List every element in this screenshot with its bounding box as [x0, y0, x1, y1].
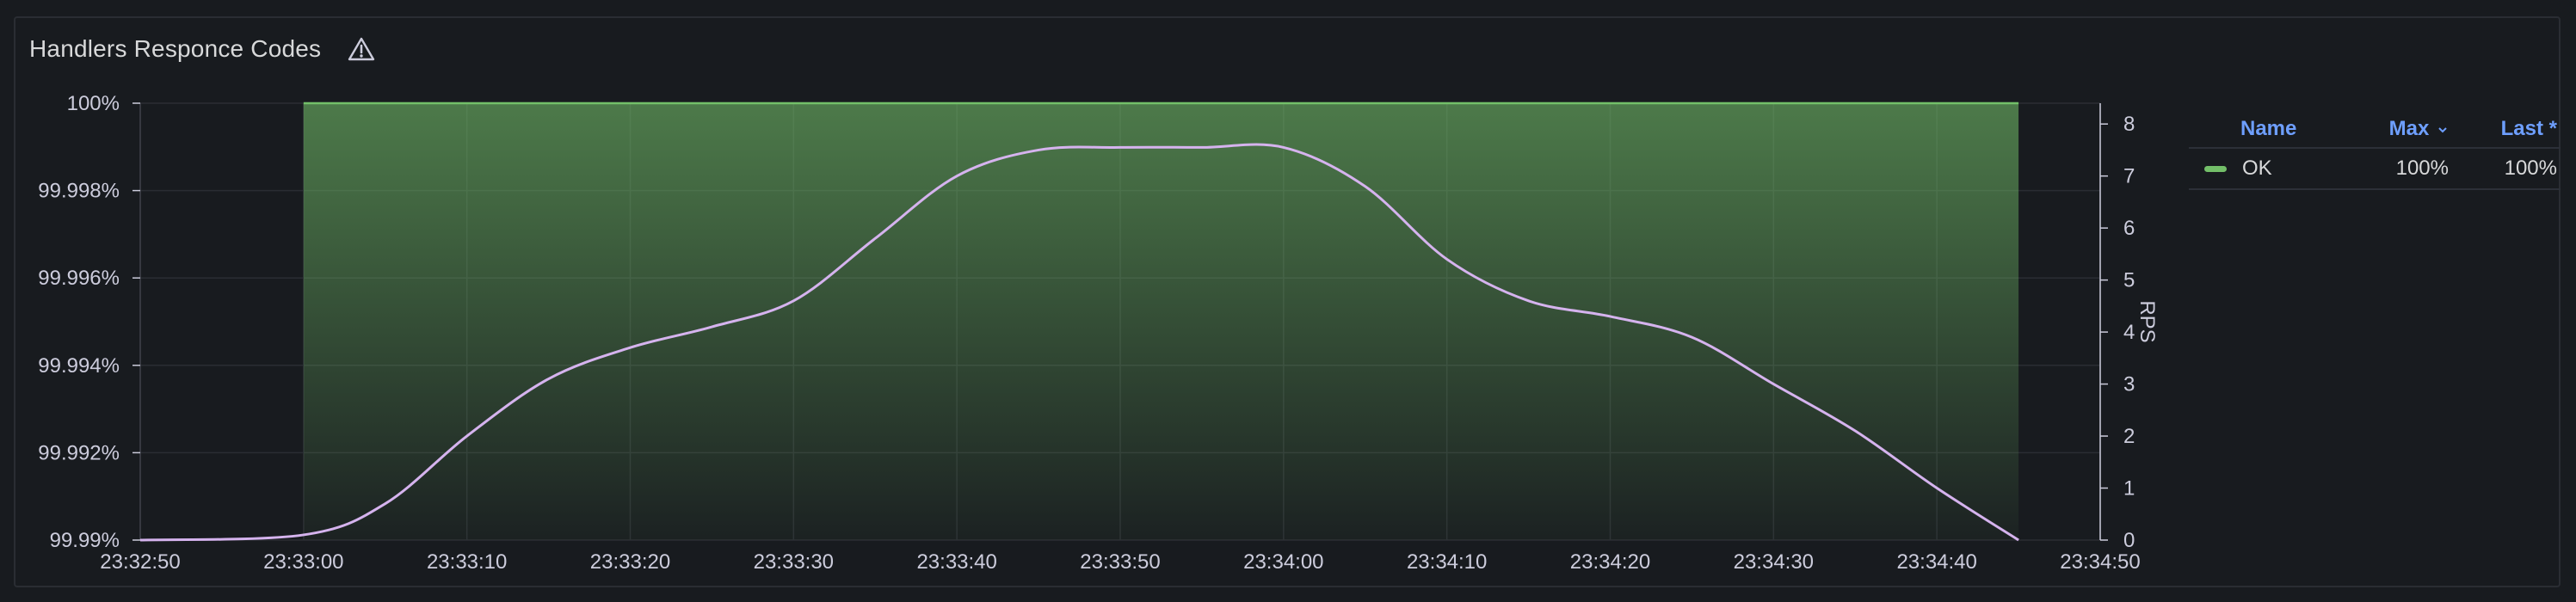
x-tick-label: 23:33:50: [1080, 550, 1160, 574]
legend-col-name[interactable]: Name: [2240, 117, 2297, 140]
y-left-tick-label: 99.992%: [38, 441, 120, 464]
warning-triangle-icon[interactable]: [347, 34, 376, 64]
y-right-tick-label: 5: [2123, 269, 2135, 292]
legend-series-last: 100%: [2504, 157, 2557, 180]
x-tick-label: 23:33:30: [754, 550, 834, 574]
x-tick-label: 23:34:30: [1734, 550, 1814, 574]
x-tick-label: 23:34:20: [1570, 550, 1650, 574]
x-tick-label: 23:33:20: [590, 550, 670, 574]
x-tick-label: 23:34:10: [1407, 550, 1487, 574]
x-tick-label: 23:33:40: [916, 550, 996, 574]
y-right-axis-label: RPS: [2135, 300, 2159, 342]
y-right-tick-label: 2: [2123, 425, 2135, 448]
y-left-tick-label: 99.998%: [38, 180, 120, 203]
x-tick-label: 23:33:00: [263, 550, 343, 574]
y-right-tick-label: 1: [2123, 477, 2135, 501]
panel-title[interactable]: Handlers Responce Codes: [29, 35, 322, 62]
y-right-tick-label: 0: [2123, 529, 2135, 552]
legend-table: Name Max Last * OK 100% 100%: [2189, 111, 2561, 190]
legend-header-row: Name Max Last *: [2189, 111, 2561, 149]
rps-series-line: [139, 143, 2019, 542]
legend-col-max-label: Max: [2388, 117, 2430, 140]
panel: Handlers Responce Codes 23:32:50 23:33:00…: [14, 16, 2561, 587]
y-left-tick-label: 99.99%: [50, 529, 120, 552]
legend-row[interactable]: OK 100% 100%: [2189, 149, 2561, 190]
chevron-down-icon: [2438, 127, 2447, 133]
y-right-tick-label: 4: [2123, 321, 2135, 344]
series-color-swatch[interactable]: [2204, 165, 2227, 172]
x-tick-label: 23:33:10: [427, 550, 507, 574]
x-tick-label: 23:34:00: [1243, 550, 1323, 574]
y-left-tick-label: 99.994%: [38, 354, 120, 378]
y-right-tick-label: 7: [2123, 165, 2135, 188]
legend-series-name[interactable]: OK: [2242, 157, 2272, 180]
y-right-tick-label: 3: [2123, 373, 2135, 396]
x-tick-label: 23:32:50: [100, 550, 180, 574]
legend-series-name-cell: OK: [2189, 157, 2313, 181]
y-right-tick-label: 8: [2123, 113, 2135, 136]
legend-col-max[interactable]: Max: [2313, 117, 2449, 141]
x-tick-label: 23:34:40: [1896, 550, 1976, 574]
legend-series-max: 100%: [2395, 157, 2449, 180]
y-left-tick-label: 99.996%: [38, 267, 120, 290]
y-right-tick-label: 6: [2123, 217, 2135, 240]
x-tick-label: 23:34:50: [2060, 550, 2140, 574]
panel-header[interactable]: Handlers Responce Codes: [15, 18, 376, 80]
ok-series-area: [303, 103, 2019, 540]
y-left-tick-label: 100%: [67, 92, 120, 115]
chart[interactable]: 23:32:50 23:33:00 23:33:10 23:33:20 23:33:30…: [15, 18, 2166, 589]
legend-col-last[interactable]: Last *: [2500, 117, 2557, 140]
